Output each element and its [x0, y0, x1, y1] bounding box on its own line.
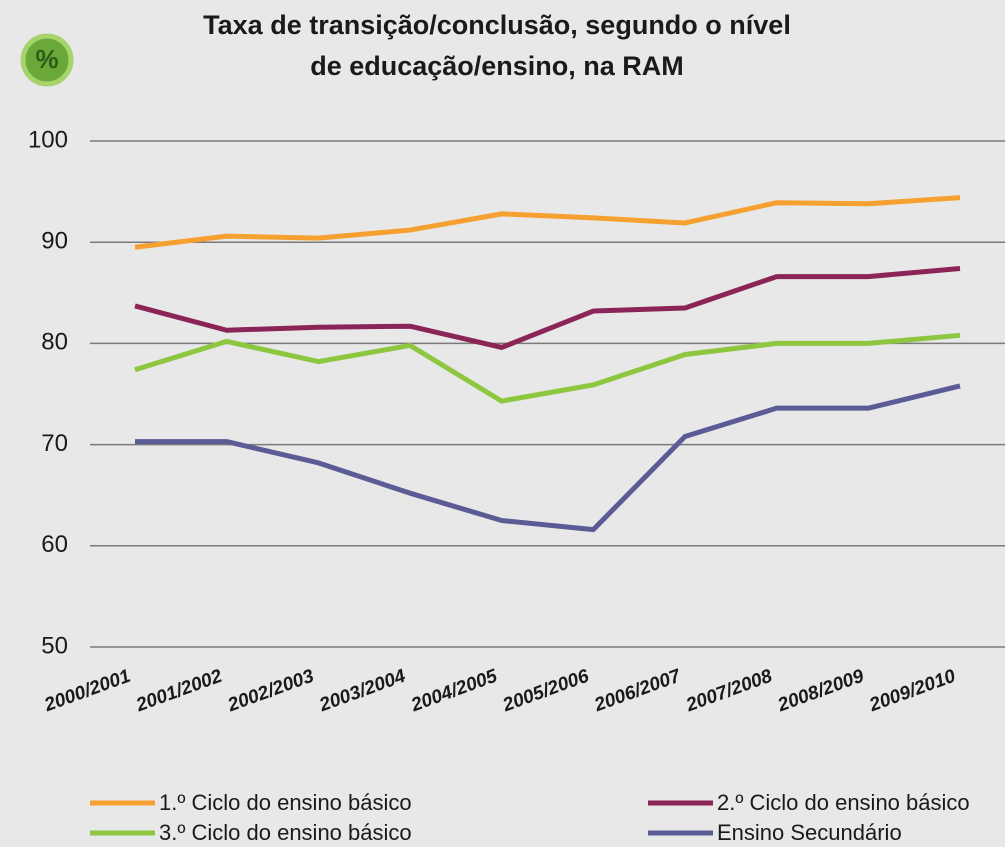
y-tick-label: 60 [41, 531, 68, 558]
y-tick-label: 90 [41, 228, 68, 255]
series-line [134, 332, 961, 404]
chart-title: de educação/ensino, na RAM [310, 51, 684, 81]
y-tick-label: 80 [41, 329, 68, 356]
legend-label: Ensino Secundário [717, 820, 902, 845]
badge-text: % [35, 44, 58, 74]
y-tick-label: 100 [28, 126, 68, 153]
legend-label: 3.º Ciclo do ensino básico [159, 820, 412, 845]
y-tick-label: 70 [41, 430, 68, 457]
series-line [134, 266, 961, 350]
badge-circle [20, 33, 74, 87]
series-line [135, 383, 961, 533]
chart-title: Taxa de transição/conclusão, segundo o n… [203, 10, 791, 40]
y-tick-label: 50 [41, 632, 68, 659]
legend-label: 1.º Ciclo do ensino básico [159, 790, 412, 815]
legend-label: 2.º Ciclo do ensino básico [717, 790, 970, 815]
series-line [134, 195, 961, 250]
